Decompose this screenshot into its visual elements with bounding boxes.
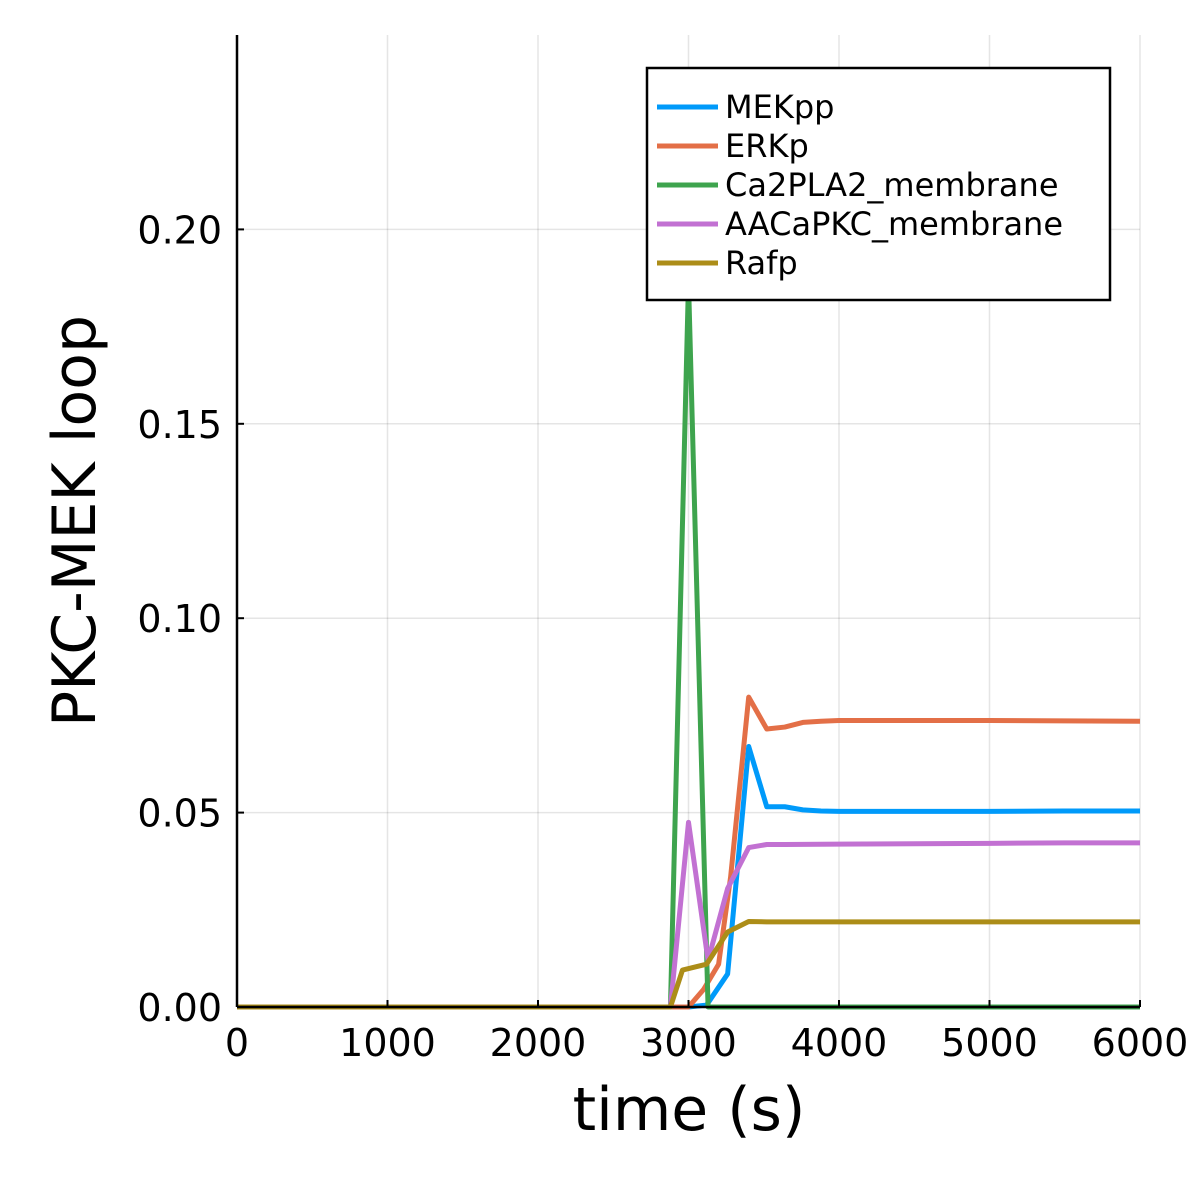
y-tick-label: 0.10 xyxy=(137,597,222,641)
x-tick-label: 5000 xyxy=(941,1021,1038,1065)
y-tick-label: 0.15 xyxy=(137,403,222,447)
x-tick-label: 0 xyxy=(225,1021,249,1065)
x-tick-label: 1000 xyxy=(339,1021,436,1065)
x-axis-label: time (s) xyxy=(573,1075,806,1145)
x-tick-label: 4000 xyxy=(791,1021,888,1065)
y-tick-label: 0.05 xyxy=(137,792,222,836)
legend-label: ERKp xyxy=(725,127,809,165)
y-axis-label: PKC-MEK loop xyxy=(40,315,110,727)
y-tick-label: 0.20 xyxy=(137,208,222,252)
x-tick-labels: 0 1000 2000 3000 4000 5000 6000 xyxy=(225,1021,1188,1065)
legend-label: MEKpp xyxy=(725,88,834,126)
legend-label: Rafp xyxy=(725,244,798,282)
x-tick-label: 3000 xyxy=(640,1021,737,1065)
legend-label: Ca2PLA2_membrane xyxy=(725,166,1059,204)
axes xyxy=(235,35,1141,1009)
legend-label: AACaPKC_membrane xyxy=(725,205,1063,243)
legend-box xyxy=(645,66,1112,302)
x-tick-label: 6000 xyxy=(1092,1021,1189,1065)
y-tick-label: 0.00 xyxy=(137,986,222,1030)
x-tick-label: 2000 xyxy=(490,1021,587,1065)
legend: MEKppERKpCa2PLA2_membraneAACaPKC_membran… xyxy=(645,66,1112,302)
y-tick-labels: 0.00 0.05 0.10 0.15 0.20 xyxy=(137,208,222,1030)
